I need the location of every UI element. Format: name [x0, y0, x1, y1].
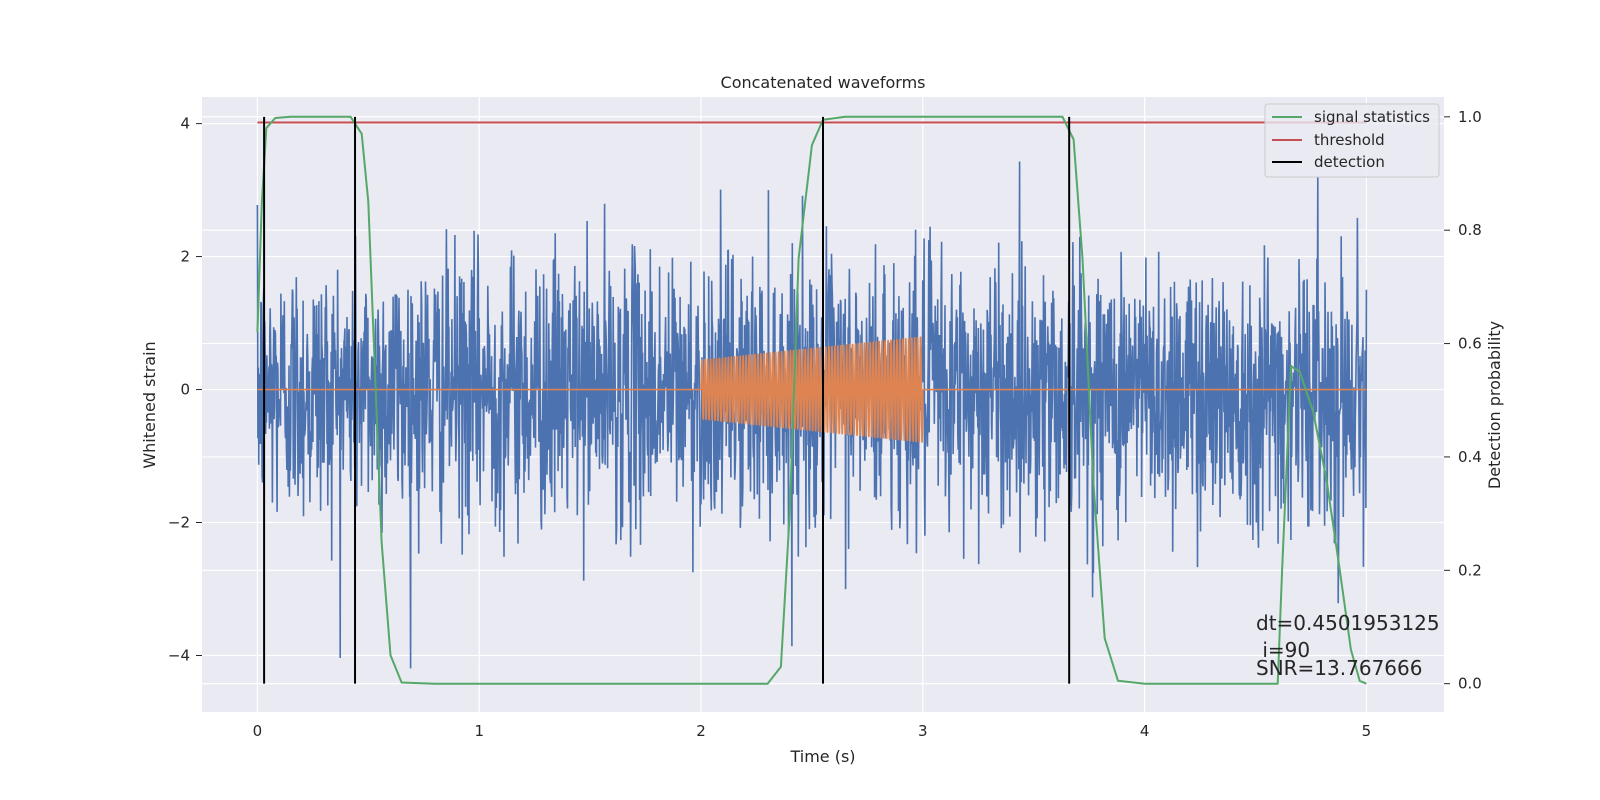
x-tick-label: 0: [253, 722, 263, 740]
legend-signal-statistics-label: signal statistics: [1314, 108, 1430, 126]
x-tick-label: 1: [474, 722, 484, 740]
x-tick-label: 3: [918, 722, 928, 740]
y-axis-label-right: Detection probability: [1485, 321, 1504, 489]
y-tick-label-left: 0: [180, 381, 190, 399]
annotations: dt=0.4501953125 i=90 SNR=13.767666: [1256, 611, 1440, 680]
legend: signal statistics threshold detection: [1264, 103, 1440, 178]
legend-detection-label: detection: [1314, 153, 1385, 171]
y-tick-label-left: 4: [180, 115, 190, 133]
plot-area: [256, 115, 1368, 685]
legend-threshold-label: threshold: [1314, 131, 1385, 149]
x-tick-label: 4: [1140, 722, 1150, 740]
y-tick-label-right: 0.2: [1458, 561, 1482, 579]
y-tick-label-right: 0.4: [1458, 448, 1482, 466]
annotation-snr: SNR=13.767666: [1256, 656, 1422, 680]
y-tick-label-right: 1.0: [1458, 108, 1482, 126]
ticks: 0 1 2 3 4 5 −4 −2 0 2 4 0.0 0.2 0.4 0.6 0.8 1.0: [168, 108, 1482, 740]
x-axis-label: Time (s): [789, 747, 855, 766]
y-tick-label-left: 2: [180, 248, 190, 266]
y-tick-label-left: −4: [168, 646, 190, 664]
y-tick-label-right: 0.6: [1458, 335, 1482, 353]
annotation-dt: dt=0.4501953125: [1256, 611, 1440, 635]
chart-title: Concatenated waveforms: [721, 73, 926, 92]
y-tick-label-right: 0.8: [1458, 221, 1482, 239]
chirp-series-line: [257, 336, 1367, 443]
noise-series-line: [256, 161, 1368, 669]
x-tick-label: 5: [1362, 722, 1372, 740]
x-tick-label: 2: [696, 722, 706, 740]
legend-box: [1264, 103, 1440, 178]
y-axis-label-left: Whitened strain: [140, 341, 159, 468]
annotation-i: i=90: [1256, 638, 1310, 662]
y-tick-label-right: 0.0: [1458, 675, 1482, 693]
y-tick-label-left: −2: [168, 514, 190, 532]
